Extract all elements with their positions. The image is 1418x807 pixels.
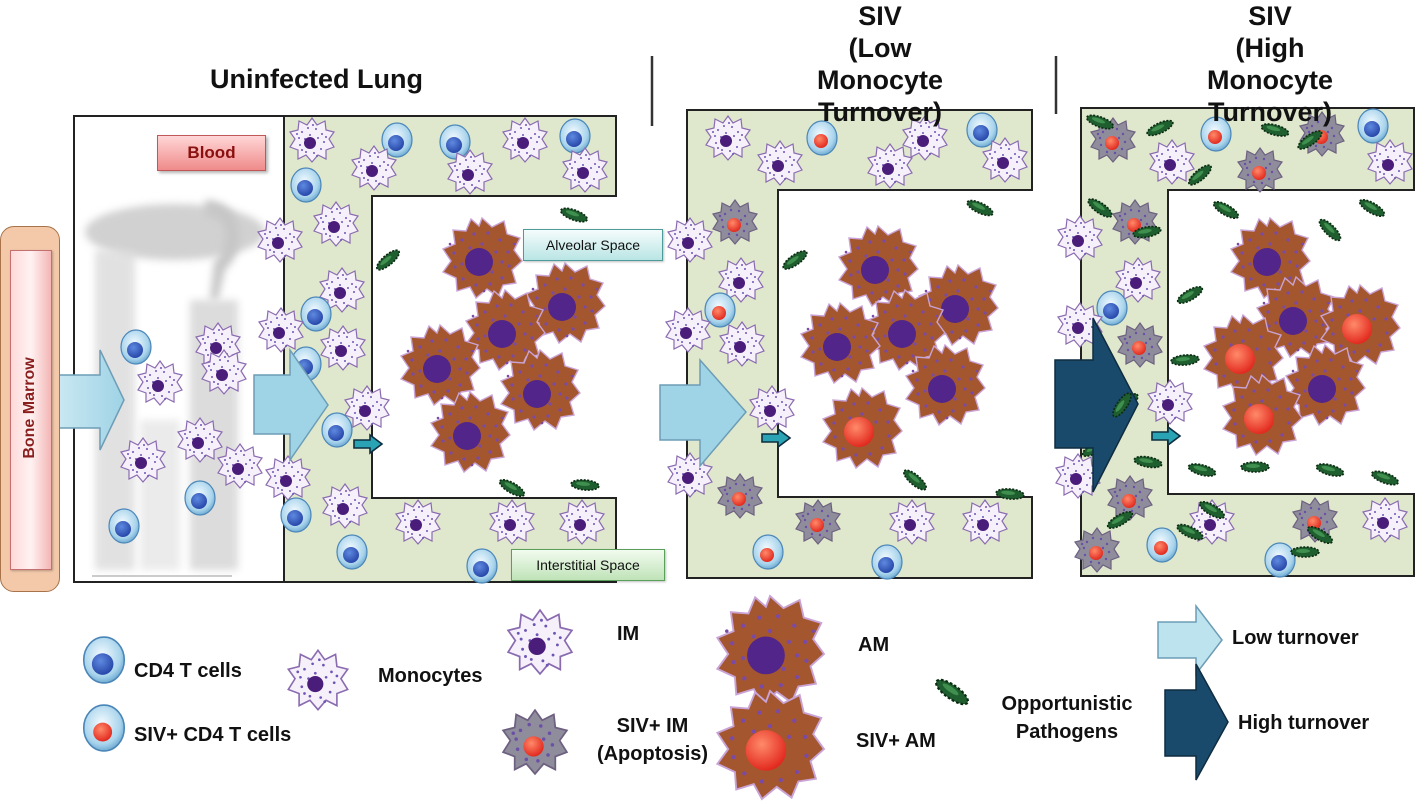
uninfected-panel xyxy=(51,56,654,584)
legend-monocytes-label: Monocytes xyxy=(378,665,483,687)
legend-im-label: IM xyxy=(617,623,640,645)
legend-siv-im-line2: (Apoptosis) xyxy=(596,743,709,765)
legend-cd4-label: CD4 T cells xyxy=(134,660,242,682)
tissue-u-siv-low xyxy=(686,109,1033,579)
low-turnover-arrow-2 xyxy=(253,347,329,463)
legend-siv-am-label: SIV+ AM xyxy=(856,730,936,752)
legend-low-arrow xyxy=(1157,603,1223,677)
tissue-u-siv-high xyxy=(1080,107,1415,577)
legend-siv-cd4-label: SIV+ CD4 T cells xyxy=(134,724,292,746)
low-turnover-arrow-3 xyxy=(659,358,747,469)
title-siv-high: SIV (High Monocyte Turnover) xyxy=(1170,0,1370,128)
siv-high-panel xyxy=(1054,107,1415,578)
title-siv-low: SIV (Low Monocyte Turnover) xyxy=(790,0,970,128)
legend-pathogens-label: Opportunistic Pathogens xyxy=(982,690,1152,746)
bone-marrow-tag: Bone Marrow xyxy=(0,226,60,592)
legend-siv-im-line1: SIV+ IM xyxy=(616,715,689,737)
legend xyxy=(82,595,1229,800)
high-turnover-arrow xyxy=(1054,317,1139,493)
title-siv-high-line3: Turnover) xyxy=(1207,97,1332,127)
alveolar-space-tag: Alveolar Space xyxy=(523,229,663,261)
title-siv-low-line1: SIV xyxy=(858,1,902,31)
title-siv-low-line3: Turnover) xyxy=(817,97,942,127)
interstitial-space-tag: Interstitial Space xyxy=(511,549,665,581)
low-turnover-arrow-1 xyxy=(51,349,125,451)
legend-pathogens-line2: Pathogens xyxy=(1015,721,1119,743)
bone-marrow-label: Bone Marrow xyxy=(21,357,38,459)
legend-siv-im-label: SIV+ IM (Apoptosis) xyxy=(580,712,725,768)
title-uninfected-lung: Uninfected Lung xyxy=(210,64,423,94)
legend-am-label: AM xyxy=(858,634,890,656)
title-siv-high-line1: SIV xyxy=(1248,1,1292,31)
tissue-u-uninfected xyxy=(283,115,617,583)
title-siv-low-line2: (Low Monocyte xyxy=(816,33,943,95)
legend-high-arrow xyxy=(1164,663,1229,781)
title-siv-high-line2: (High Monocyte xyxy=(1206,33,1333,95)
bone-marrow-inner xyxy=(10,250,52,570)
legend-pathogens-line1: Opportunistic xyxy=(1001,693,1133,715)
legend-low-turnover-label: Low turnover xyxy=(1232,627,1359,649)
legend-high-turnover-label: High turnover xyxy=(1238,712,1370,734)
siv-low-panel xyxy=(659,56,1058,580)
blood-tag: Blood xyxy=(157,135,266,171)
